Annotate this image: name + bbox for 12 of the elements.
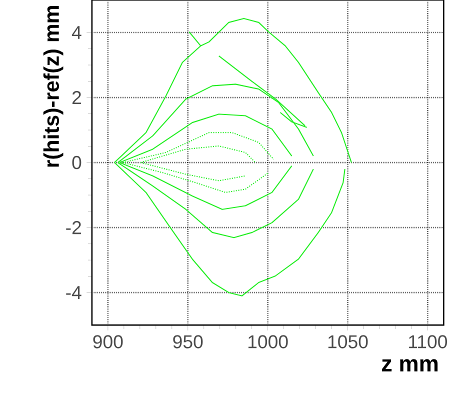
x-tick-label: 950 <box>173 335 203 348</box>
x-tick-label: 1100 <box>409 335 448 348</box>
x-tick-label: 900 <box>93 335 123 348</box>
x-tick-label: 1050 <box>328 335 368 348</box>
x-axis-title: z mm <box>382 359 438 372</box>
y-tick-label: 0 <box>72 156 82 170</box>
y-tick-label: 2 <box>72 91 81 104</box>
y-axis-title: r(hits)-ref(z) mm <box>43 6 64 167</box>
x-tick-label: 1000 <box>248 335 288 348</box>
y-tick-label: 4 <box>72 26 82 40</box>
y-tick-label: -4 <box>66 286 82 300</box>
y-tick-label: -2 <box>66 221 81 234</box>
